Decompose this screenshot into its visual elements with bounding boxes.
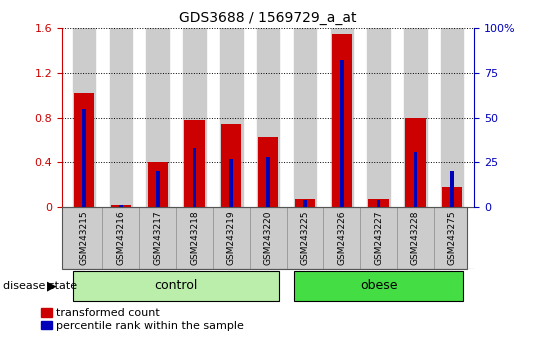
Bar [377,200,381,207]
Text: ▶: ▶ [47,279,57,292]
Bar [221,124,241,207]
Bar [404,28,427,207]
FancyBboxPatch shape [73,271,279,301]
Bar [413,152,417,207]
Bar [184,120,205,207]
Bar [82,109,86,207]
Text: GSM243220: GSM243220 [264,211,273,265]
Bar [147,28,169,207]
Bar [74,93,94,207]
Bar [451,171,454,207]
Text: GSM243218: GSM243218 [190,211,199,266]
Text: GSM243215: GSM243215 [80,211,88,266]
Text: GSM243216: GSM243216 [116,211,126,266]
Text: GSM243275: GSM243275 [448,211,457,266]
Text: GSM243225: GSM243225 [300,211,309,265]
Text: GSM243227: GSM243227 [374,211,383,265]
Bar [442,187,462,207]
Bar [111,205,131,207]
Bar [73,28,95,207]
Text: GSM243228: GSM243228 [411,211,420,265]
Bar [258,137,278,207]
Bar [156,171,160,207]
Title: GDS3688 / 1569729_a_at: GDS3688 / 1569729_a_at [179,11,357,24]
Bar [303,200,307,207]
Bar [119,205,123,207]
Bar [148,162,168,207]
Text: obese: obese [360,279,397,292]
Bar [294,28,316,207]
Bar [340,61,344,207]
Bar [331,34,352,207]
Text: GSM243219: GSM243219 [227,211,236,266]
Bar [220,28,243,207]
Bar [266,157,270,207]
Text: GSM243217: GSM243217 [153,211,162,266]
Legend: transformed count, percentile rank within the sample: transformed count, percentile rank withi… [40,308,244,331]
Text: disease state: disease state [3,281,77,291]
Bar [441,28,464,207]
Bar [368,28,390,207]
Bar [369,199,389,207]
Text: GSM243226: GSM243226 [337,211,346,265]
Bar [192,148,196,207]
Bar [295,199,315,207]
Bar [330,28,353,207]
Text: control: control [155,279,198,292]
Bar [257,28,279,207]
FancyBboxPatch shape [294,271,464,301]
Bar [405,118,425,207]
Bar [230,159,233,207]
Bar [109,28,132,207]
Bar [183,28,206,207]
